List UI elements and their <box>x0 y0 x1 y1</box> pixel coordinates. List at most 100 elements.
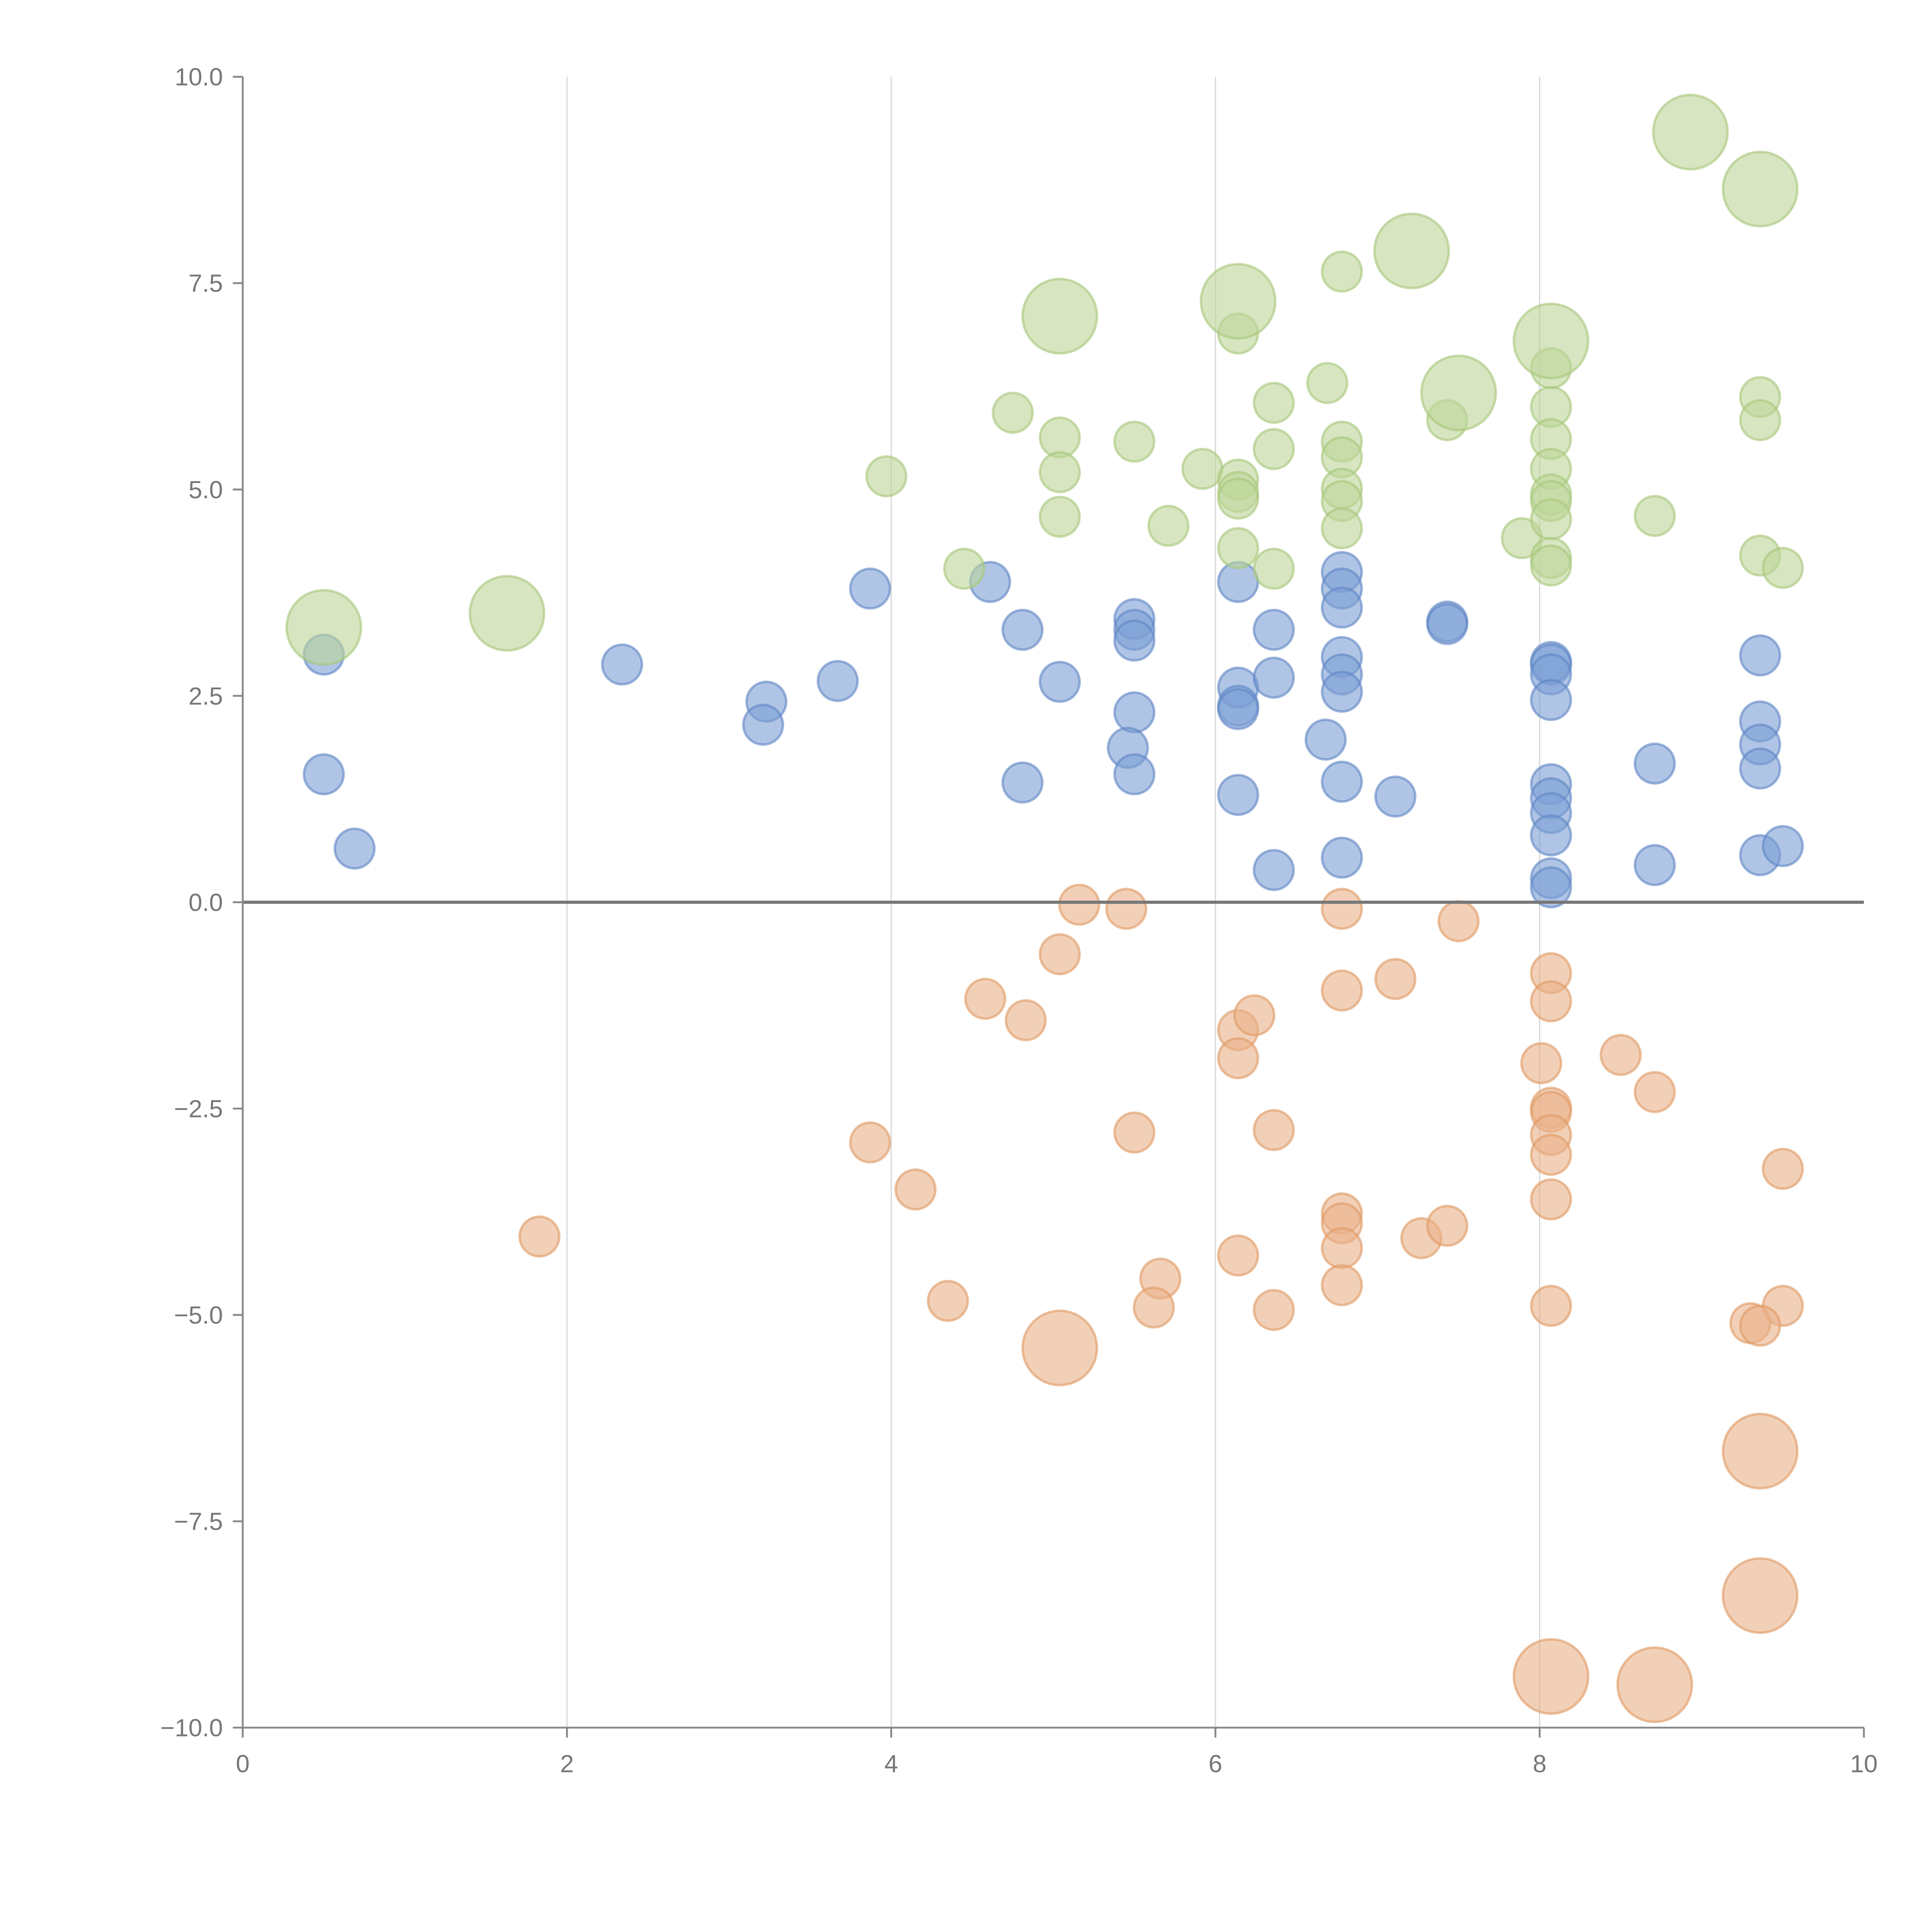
data-point-green <box>1530 498 1572 541</box>
data-point-orange <box>1530 1134 1572 1176</box>
data-point-blue <box>1253 849 1295 891</box>
data-point-orange <box>894 1168 937 1211</box>
data-point-orange <box>1005 999 1047 1041</box>
data-point-blue <box>1039 661 1081 703</box>
data-point-orange <box>1253 1109 1295 1151</box>
data-point-blue <box>1634 844 1676 886</box>
data-point-blue <box>816 660 859 702</box>
data-point-green <box>1021 277 1099 355</box>
data-point-green <box>1147 505 1190 547</box>
data-point-orange <box>1321 1227 1363 1269</box>
data-point-blue <box>1530 679 1572 721</box>
y-tick-label: 2.5 <box>189 682 223 710</box>
data-point-orange <box>1616 1646 1693 1723</box>
data-point-green <box>1500 517 1543 560</box>
y-tick-label: −5.0 <box>174 1301 223 1329</box>
y-tick-label: −10.0 <box>160 1714 223 1742</box>
x-tick-label: 4 <box>884 1750 898 1778</box>
data-point-blue <box>1217 774 1259 816</box>
data-point-blue <box>1739 634 1781 677</box>
y-tick-label: −7.5 <box>174 1508 223 1536</box>
data-point-green <box>1321 507 1363 549</box>
data-point-orange <box>1058 883 1100 926</box>
data-point-green <box>1253 428 1295 470</box>
data-point-orange <box>1133 1286 1175 1329</box>
data-point-green <box>1420 354 1497 432</box>
data-point-green <box>1373 213 1450 289</box>
y-tick-label: −2.5 <box>174 1095 223 1122</box>
data-point-orange <box>1021 1310 1099 1386</box>
data-point-blue <box>1374 776 1417 818</box>
data-point-orange <box>1520 1042 1563 1084</box>
data-point-blue <box>1426 603 1468 645</box>
data-point-green <box>1762 547 1804 589</box>
data-point-green <box>1253 382 1295 424</box>
data-point-green <box>1634 495 1676 537</box>
data-point-blue <box>1762 825 1804 867</box>
data-point-green <box>1721 150 1799 228</box>
data-point-green <box>1739 399 1781 441</box>
data-point-orange <box>1437 900 1480 942</box>
data-point-orange <box>1721 1413 1799 1490</box>
data-point-blue <box>1217 688 1259 730</box>
data-point-orange <box>1762 1148 1804 1190</box>
data-point-blue <box>1530 866 1572 908</box>
data-point-blue <box>1253 656 1295 699</box>
data-point-orange <box>518 1215 561 1258</box>
data-point-green <box>1039 451 1081 493</box>
data-point-green <box>468 575 546 652</box>
data-point-green <box>1321 250 1363 293</box>
y-tick-label: 0.0 <box>189 888 223 916</box>
y-tick-label: 5.0 <box>189 476 223 503</box>
axes: 0 2 4 6 8 10 10.0 7.5 5.0 2.5 0.0 −2.5 −5.0 −7.5 −10.0 <box>160 63 1878 1777</box>
data-point-green <box>865 455 908 498</box>
data-point-blue <box>1001 761 1044 804</box>
data-point-orange <box>964 978 1007 1020</box>
data-point-orange <box>927 1280 969 1322</box>
data-point-blue <box>333 827 376 870</box>
data-point-green <box>1306 362 1349 404</box>
data-point-orange <box>1599 1034 1642 1076</box>
data-point-orange <box>1321 888 1363 930</box>
data-point-blue <box>601 643 643 686</box>
y-tick-label: 10.0 <box>175 63 223 91</box>
data-point-orange <box>1233 994 1276 1037</box>
data-point-green <box>1181 447 1224 490</box>
x-tick-label: 6 <box>1209 1750 1223 1778</box>
data-point-green <box>1512 302 1590 379</box>
data-point-orange <box>1530 1178 1572 1221</box>
data-point-blue <box>1321 837 1363 879</box>
data-point-orange <box>1530 1285 1572 1327</box>
data-point-blue <box>1321 586 1363 629</box>
data-point-green <box>1652 94 1729 171</box>
data-point-orange <box>1321 969 1363 1012</box>
data-point-blue <box>1530 814 1572 857</box>
data-point-orange <box>1530 980 1572 1022</box>
data-point-green <box>1253 548 1295 590</box>
data-point-orange <box>1426 1204 1468 1247</box>
data-point-blue <box>1634 742 1676 785</box>
data-point-green <box>992 391 1034 434</box>
data-point-green <box>943 548 985 590</box>
data-point-blue <box>1001 609 1044 651</box>
data-point-green <box>1113 420 1156 463</box>
data-point-orange <box>849 1121 891 1164</box>
data-point-orange <box>1721 1557 1799 1634</box>
x-tick-label: 8 <box>1533 1750 1547 1778</box>
y-tick-label: 7.5 <box>189 269 223 297</box>
data-point-green <box>1199 263 1277 340</box>
data-point-green <box>1217 477 1259 520</box>
data-point-blue <box>1113 619 1156 662</box>
data-point-orange <box>1039 933 1081 976</box>
data-point-blue <box>849 567 891 610</box>
data-point-blue <box>1739 747 1781 790</box>
data-point-orange <box>1321 1264 1363 1306</box>
data-point-orange <box>1105 888 1148 930</box>
data-point-orange <box>1217 1234 1259 1277</box>
data-point-orange <box>1374 958 1417 1000</box>
data-point-orange <box>1739 1304 1781 1347</box>
data-points <box>285 94 1804 1723</box>
data-point-blue <box>303 753 345 796</box>
data-point-orange <box>1253 1289 1295 1331</box>
